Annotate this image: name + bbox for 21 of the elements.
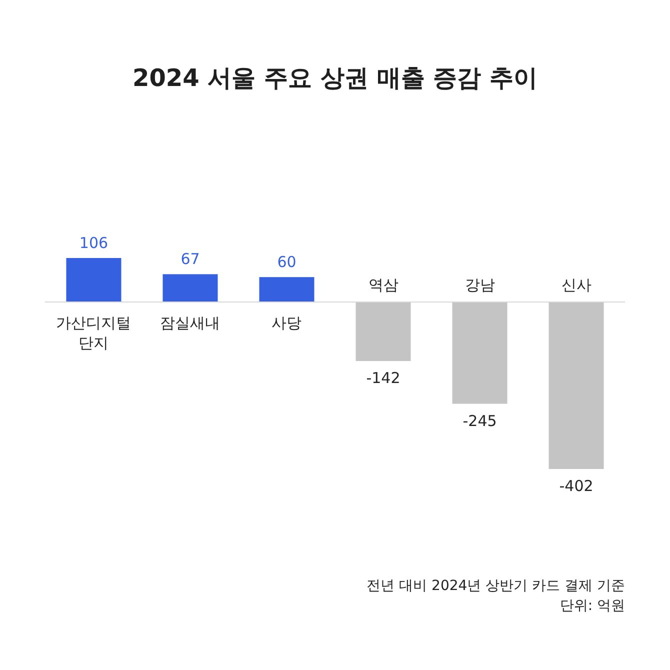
- data-label: -245: [462, 412, 497, 430]
- x-tick-label: 역삼: [368, 276, 398, 294]
- data-label: 60: [277, 253, 296, 272]
- bar: [259, 277, 314, 302]
- bar: [452, 302, 508, 404]
- data-label: -402: [559, 477, 594, 495]
- data-label: 106: [79, 234, 108, 252]
- data-label: 67: [180, 250, 200, 268]
- text: 전년 대비 2024년 상반기 카드 결제 기준: [366, 578, 625, 594]
- bar: [548, 302, 604, 469]
- data-label: -142: [366, 369, 400, 388]
- x-tick-label: 강남: [464, 276, 495, 294]
- x-tick-label: 가산디지털단지: [56, 314, 132, 352]
- text: 단위: 억원: [560, 598, 625, 614]
- bar: [356, 302, 411, 362]
- chart-title: 2024 서울 주요 상권 매출 증감 추이: [132, 64, 538, 92]
- x-tick-label: 잠실새내: [160, 314, 220, 332]
- bar: [66, 258, 122, 302]
- x-tick-label: 신사: [561, 276, 592, 294]
- x-tick-label: 사당: [272, 314, 302, 332]
- bar: [162, 274, 218, 302]
